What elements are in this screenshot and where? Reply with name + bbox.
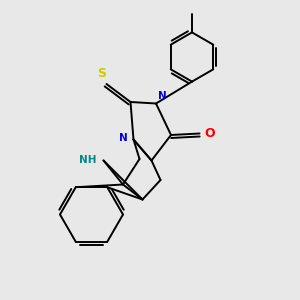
Text: S: S [98, 68, 106, 80]
Text: NH: NH [80, 155, 97, 165]
Text: N: N [119, 133, 128, 143]
Text: N: N [158, 91, 167, 101]
Text: O: O [204, 127, 214, 140]
